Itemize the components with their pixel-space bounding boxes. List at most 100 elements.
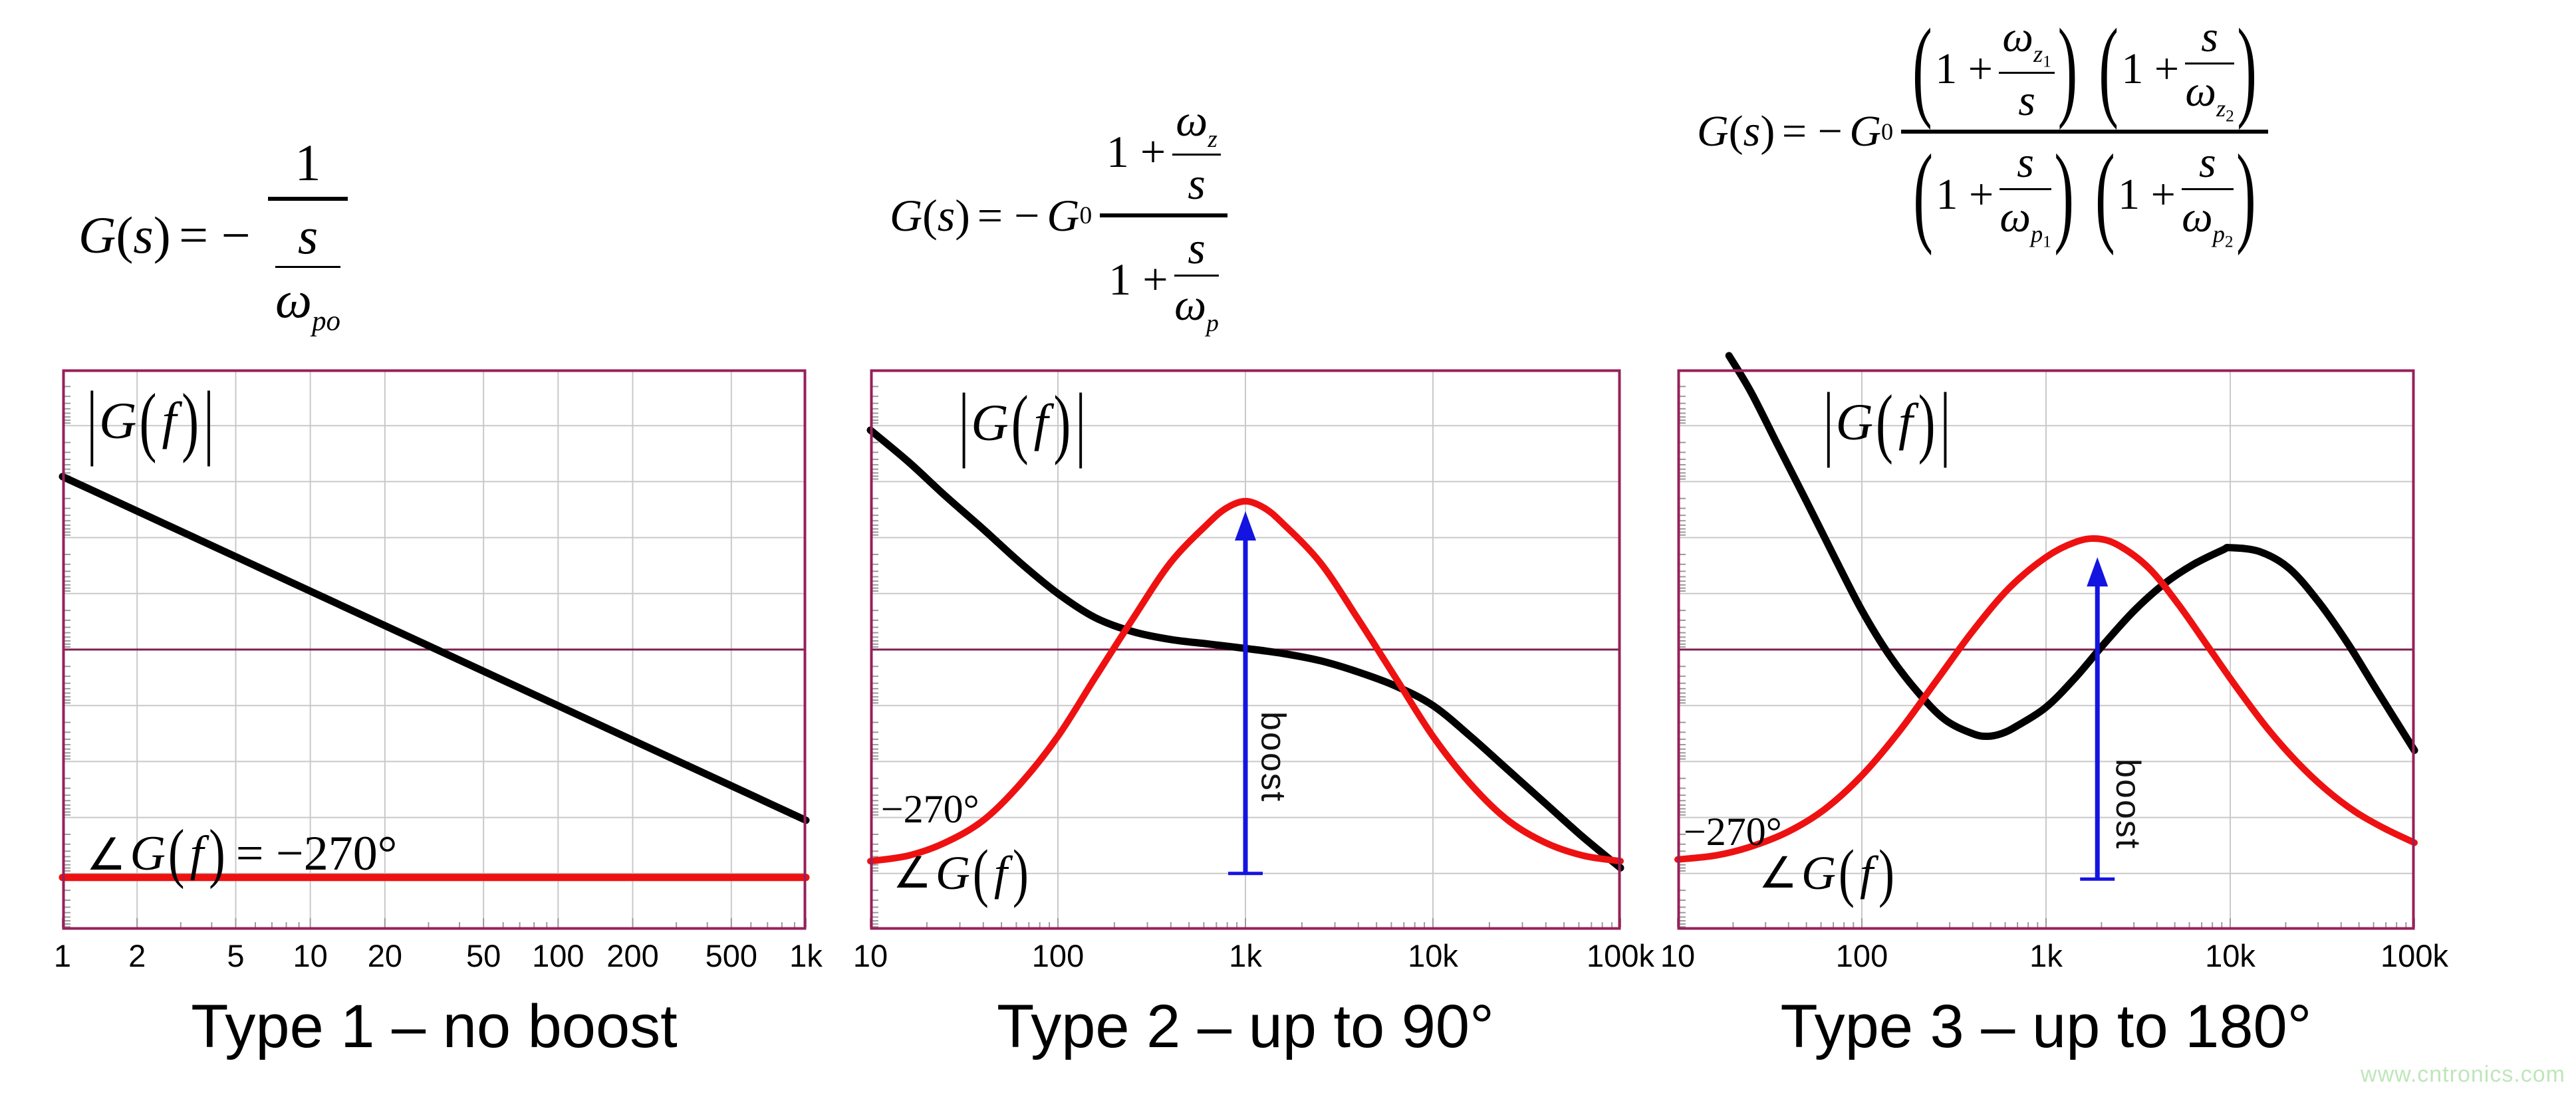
inner-fraction: s ωp2: [2182, 138, 2234, 252]
var-omega: ω: [1176, 95, 1208, 146]
paren-open: (: [1011, 379, 1029, 466]
paren-open: (: [1728, 107, 1743, 156]
var-s: s: [2182, 138, 2234, 191]
abs-bar: |: [1823, 375, 1834, 468]
paren-close: ): [1012, 836, 1029, 909]
var-omega: ω: [1174, 279, 1207, 330]
var-omega: ω: [275, 271, 313, 329]
inner-denominator: ωp: [1174, 277, 1219, 338]
formula-type2: G(s) = − G 0 1 + ωz s 1 + s ωp: [890, 94, 1227, 337]
abs-bar: |: [1940, 375, 1951, 468]
subscript-p2: p2: [2212, 221, 2234, 251]
plot-frame: [1677, 369, 2415, 930]
zero1-factor: (1 + ωz1 s): [1910, 7, 2081, 131]
inner-denominator: ωp1: [1999, 190, 2051, 252]
paren-close: ): [1918, 378, 1936, 465]
x-tick-label: 10k: [2205, 938, 2255, 973]
big-paren-open: (: [2099, 7, 2119, 131]
var-s: s: [2185, 12, 2234, 64]
inner-fraction: s ωp: [1174, 222, 1219, 338]
angle-icon: ∠: [1758, 848, 1797, 898]
var-f: f: [1033, 394, 1049, 452]
var-G: G: [971, 394, 1009, 452]
subscript-z: z: [1208, 125, 1218, 153]
x-tick-label: 100: [1031, 938, 1085, 973]
magnitude-label: | G(f) |: [1821, 375, 1952, 467]
chart-canvas: [866, 369, 1624, 930]
boost-annotation: boost: [1253, 711, 1293, 802]
var-s: s: [2018, 76, 2035, 125]
var-G: G: [99, 391, 137, 449]
bode-plot-type3: | G(f) | −270° ∠ G(f) boost 10 100 1k 10k 100k: [1660, 352, 2448, 973]
inner-fraction: s ωpo: [275, 206, 340, 337]
magnitude-label: | G(f) |: [957, 376, 1088, 469]
var-G: G: [78, 205, 116, 264]
subscript-0: 0: [1079, 202, 1093, 230]
var-s: s: [1999, 138, 2051, 191]
paren-open: (: [139, 376, 157, 464]
paren-open: (: [922, 190, 938, 241]
boost-arrow-head: [2087, 557, 2109, 587]
pole2-factor: (1 + s ωp2): [2093, 133, 2259, 257]
abs-bar: |: [1075, 376, 1086, 469]
subscript-p: p: [1206, 309, 1219, 337]
one-plus: 1 +: [2121, 44, 2180, 93]
inner-denominator: ωpo: [275, 268, 340, 337]
paren-open: (: [1838, 836, 1855, 909]
x-tick-label: 1k: [2029, 938, 2063, 973]
equals-minus: = −: [1781, 107, 1843, 156]
inner-denominator: ωz2: [2185, 64, 2234, 126]
var-f: f: [1859, 846, 1873, 900]
paren-close: ): [182, 376, 199, 464]
paren-close: ): [1053, 379, 1071, 466]
big-paren-open: (: [1912, 7, 1932, 131]
one-plus: 1 +: [1106, 126, 1166, 178]
magnitude-curve: [1725, 352, 2418, 755]
var-s: s: [275, 206, 340, 269]
var-G: G: [130, 826, 166, 882]
phase-asymptote-label: −270°: [1683, 809, 1782, 854]
x-tick-label: 1: [53, 938, 72, 973]
x-tick-label: 1k: [1229, 938, 1262, 973]
x-tick-label: 100k: [1587, 938, 1654, 973]
var-omega: ω: [2002, 13, 2034, 61]
one-plus: 1 +: [2118, 170, 2176, 219]
paren-open: (: [1876, 378, 1893, 465]
formula-type3: G(s) = − G 0 (1 + ωz1 s) (1 + s ωz2) (1 + s ωp1) …: [1697, 7, 2268, 257]
big-paren-open: (: [1913, 133, 1933, 257]
var-f: f: [162, 391, 177, 449]
phase-curve: [867, 497, 1624, 865]
phase-label: ∠ G(f) = −270°: [86, 817, 398, 891]
formula-lhs: G(s) = −: [78, 205, 259, 265]
denominator: s ωpo: [268, 201, 348, 337]
phase-label: ∠ G(f): [1758, 837, 1897, 909]
paren-close: ): [153, 205, 171, 264]
big-paren-close: ): [2057, 7, 2078, 131]
equals-minus: = −: [179, 205, 251, 264]
numerator: 1 + ωz s: [1100, 94, 1227, 217]
x-tick-label: 20: [367, 938, 402, 973]
bode-plot-type1: | G(f) | ∠ G(f) = −270° 1 2 5 10 20 50 100 200 500 1k: [54, 369, 823, 973]
paren-close: ): [209, 816, 225, 891]
phase-value: = −270°: [235, 826, 398, 882]
inner-fraction: s ωp1: [1999, 138, 2051, 252]
one-plus: 1 +: [1108, 254, 1168, 305]
denominator: (1 + s ωp1) (1 + s ωp2): [1902, 133, 2267, 257]
paren-open: (: [116, 205, 134, 264]
subscript-z1: z1: [2033, 41, 2051, 71]
bode-plot-type2: | G(f) | −270° ∠ G(f) boost 10 100 1k 10k 100k: [853, 369, 1654, 973]
big-paren-close: ): [2237, 7, 2257, 131]
big-paren-close: ): [2054, 133, 2074, 257]
inner-numerator: ωz: [1172, 94, 1222, 156]
equals-minus: = −: [977, 190, 1040, 241]
abs-bar: |: [86, 374, 98, 467]
main-fraction: 1 + ωz s 1 + s ωp: [1100, 94, 1227, 337]
var-s: s: [1188, 158, 1206, 209]
chart-canvas: [59, 369, 810, 930]
formula-type1: G(s) = − 1 s ωpo: [78, 133, 348, 337]
magnitude-label: | G(f) |: [85, 374, 216, 467]
x-tick-label: 50: [466, 938, 501, 973]
paren-close: ): [1878, 836, 1894, 909]
var-f: f: [190, 826, 204, 882]
